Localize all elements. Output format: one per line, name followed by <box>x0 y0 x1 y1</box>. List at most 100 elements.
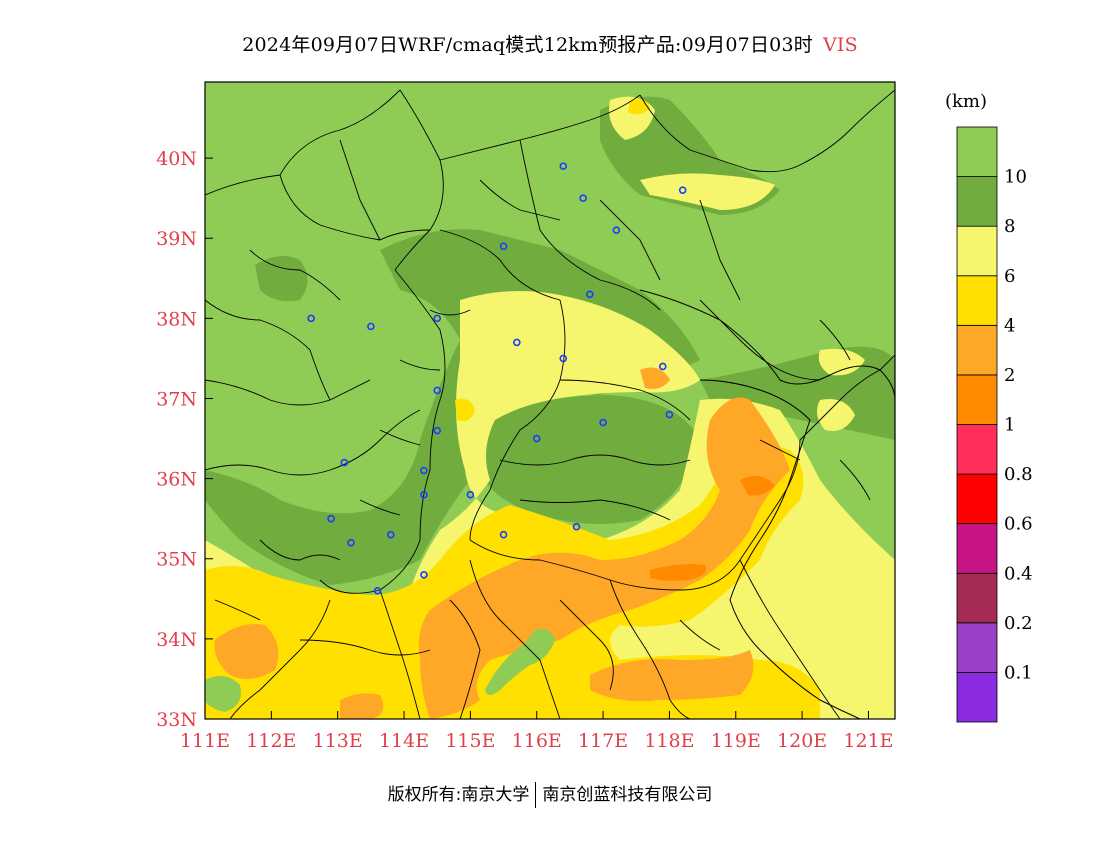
admin-boundaries <box>205 89 895 719</box>
lat-tick-label: 37N <box>156 388 197 410</box>
city-marker <box>433 426 442 435</box>
legend-swatch <box>956 473 998 525</box>
city-marker <box>513 338 521 347</box>
city-marker <box>307 314 315 323</box>
vis-2km-west <box>214 624 279 679</box>
legend-swatch <box>956 225 998 277</box>
legend-label: 0.6 <box>1004 514 1033 535</box>
legend-swatch <box>956 176 998 227</box>
legend-swatch <box>956 672 998 723</box>
legend-label: 0.1 <box>1004 662 1033 683</box>
city-marker <box>340 458 349 467</box>
vis-1km-patch <box>740 476 775 496</box>
legend-label: 0.2 <box>1004 613 1033 634</box>
vis-6km-coast <box>818 348 865 376</box>
lon-tick-label: 118E <box>644 730 694 752</box>
axis-ticks: 111E 112E 113E 114E 115E 116E 117E 118E 119E 120E… <box>156 148 893 752</box>
city-marker <box>420 570 428 579</box>
lon-tick-label: 112E <box>246 730 296 752</box>
lat-tick-label: 35N <box>156 549 197 571</box>
vis-4km-patch-a <box>455 398 475 422</box>
city-marker <box>420 490 428 499</box>
city-marker <box>532 434 541 443</box>
lat-tick-label: 33N <box>156 709 197 731</box>
vis-2km-zone <box>418 397 790 719</box>
legend-label: 4 <box>1004 315 1015 336</box>
legend-swatch <box>956 126 998 177</box>
lon-tick-label: 115E <box>445 730 495 752</box>
city-marker <box>433 386 442 395</box>
footer-separator <box>535 782 537 808</box>
vis-2km-sw <box>340 693 384 719</box>
legend-swatch <box>956 523 998 574</box>
vis-10km-island-sw <box>205 676 241 712</box>
lat-tick-label: 40N <box>156 148 197 170</box>
color-legend: 0.1 0.2 0.4 0.6 0.8 1 2 4 6 8 10 <box>956 126 1033 723</box>
city-marker <box>612 226 621 235</box>
city-marker <box>572 522 581 531</box>
copyright-company: 南京创蓝科技有限公司 <box>542 785 713 805</box>
variable-name: VIS <box>822 34 858 56</box>
lon-tick-label: 111E <box>180 730 230 752</box>
legend-swatch <box>956 424 998 475</box>
lon-tick-label: 113E <box>313 730 363 752</box>
vis-1km-zone <box>650 564 706 581</box>
city-marker <box>386 530 395 539</box>
lon-tick-label: 120E <box>777 730 827 752</box>
map-frame <box>204 81 896 720</box>
legend-label: 1 <box>1004 415 1015 436</box>
city-marker <box>665 410 674 419</box>
legend-label: 6 <box>1004 266 1015 287</box>
city-marker <box>499 530 508 539</box>
legend-swatch <box>956 622 998 673</box>
lon-tick-label: 114E <box>379 730 429 752</box>
city-marker <box>433 314 442 323</box>
vis-6km-coast-b <box>816 399 855 431</box>
vis-2km-patch <box>640 367 670 389</box>
legend-swatch <box>956 324 998 376</box>
title-text: 2024年09月07日WRF/cmaq模式12km预报产品:09月07日03时 <box>242 34 813 56</box>
legend-label: 0.8 <box>1004 464 1033 485</box>
city-marker <box>367 322 375 331</box>
lon-tick-label: 119E <box>711 730 761 752</box>
city-marker <box>599 418 607 427</box>
legend-swatch <box>956 374 998 425</box>
city-marker <box>499 242 508 251</box>
legend-label: 10 <box>1004 167 1027 188</box>
city-marker <box>373 586 382 595</box>
visibility-field <box>205 82 895 719</box>
legend-unit: (km) <box>945 91 987 112</box>
city-marker <box>420 466 428 475</box>
city-marker <box>586 290 594 299</box>
vis-6km-north <box>640 173 775 210</box>
legend-label: 0.4 <box>1004 563 1033 584</box>
lat-tick-label: 38N <box>156 308 197 330</box>
map-title: 2024年09月07日WRF/cmaq模式12km预报产品:09月07日03时 V… <box>0 30 1100 57</box>
vis-8km-zone-east <box>480 395 700 524</box>
city-marker <box>347 538 355 547</box>
copyright-owner: 版权所有:南京大学 <box>387 785 530 805</box>
lon-tick-label: 117E <box>578 730 628 752</box>
lon-tick-label: 116E <box>512 730 562 752</box>
vis-10km-island <box>485 628 555 695</box>
lat-tick-label: 36N <box>156 469 197 491</box>
legend-label: 2 <box>1004 365 1015 386</box>
coastline <box>639 289 895 719</box>
city-marker <box>658 362 667 371</box>
legend-swatch <box>956 572 998 624</box>
lat-tick-label: 39N <box>156 228 197 250</box>
legend-swatch <box>956 275 998 326</box>
lat-tick-label: 34N <box>156 629 197 651</box>
city-marker <box>678 186 687 194</box>
city-marker <box>327 514 335 523</box>
city-marker <box>559 162 568 170</box>
city-marker <box>559 354 568 363</box>
city-marker <box>466 490 475 499</box>
city-markers <box>307 162 687 595</box>
legend-label: 8 <box>1004 216 1015 237</box>
city-marker <box>579 194 587 202</box>
copyright-footer: 版权所有:南京大学 南京创蓝科技有限公司 <box>0 780 1100 808</box>
lon-tick-label: 121E <box>843 730 893 752</box>
vis-8km-west <box>255 256 308 302</box>
